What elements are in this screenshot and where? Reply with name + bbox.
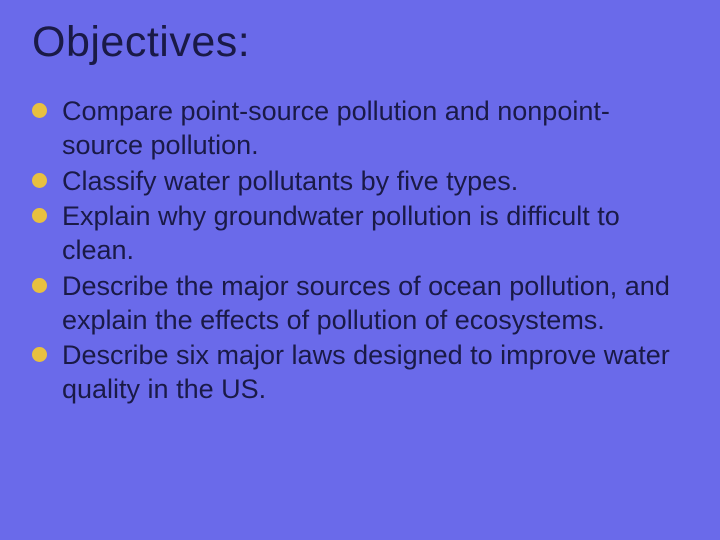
list-item: Classify water pollutants by five types. bbox=[32, 165, 684, 199]
bullet-text: Explain why groundwater pollution is dif… bbox=[62, 201, 620, 265]
bullet-text: Describe the major sources of ocean poll… bbox=[62, 271, 670, 335]
list-item: Explain why groundwater pollution is dif… bbox=[32, 200, 684, 268]
list-item: Describe the major sources of ocean poll… bbox=[32, 270, 684, 338]
bullet-icon bbox=[32, 208, 47, 223]
slide-container: Objectives: Compare point-source polluti… bbox=[0, 0, 720, 540]
bullet-icon bbox=[32, 278, 47, 293]
bullet-icon bbox=[32, 103, 47, 118]
objectives-list: Compare point-source pollution and nonpo… bbox=[32, 95, 684, 407]
bullet-text: Describe six major laws designed to impr… bbox=[62, 340, 670, 404]
bullet-icon bbox=[32, 173, 47, 188]
bullet-text: Classify water pollutants by five types. bbox=[62, 166, 518, 196]
bullet-text: Compare point-source pollution and nonpo… bbox=[62, 96, 610, 160]
slide-title: Objectives: bbox=[32, 18, 684, 67]
list-item: Compare point-source pollution and nonpo… bbox=[32, 95, 684, 163]
list-item: Describe six major laws designed to impr… bbox=[32, 339, 684, 407]
bullet-icon bbox=[32, 347, 47, 362]
